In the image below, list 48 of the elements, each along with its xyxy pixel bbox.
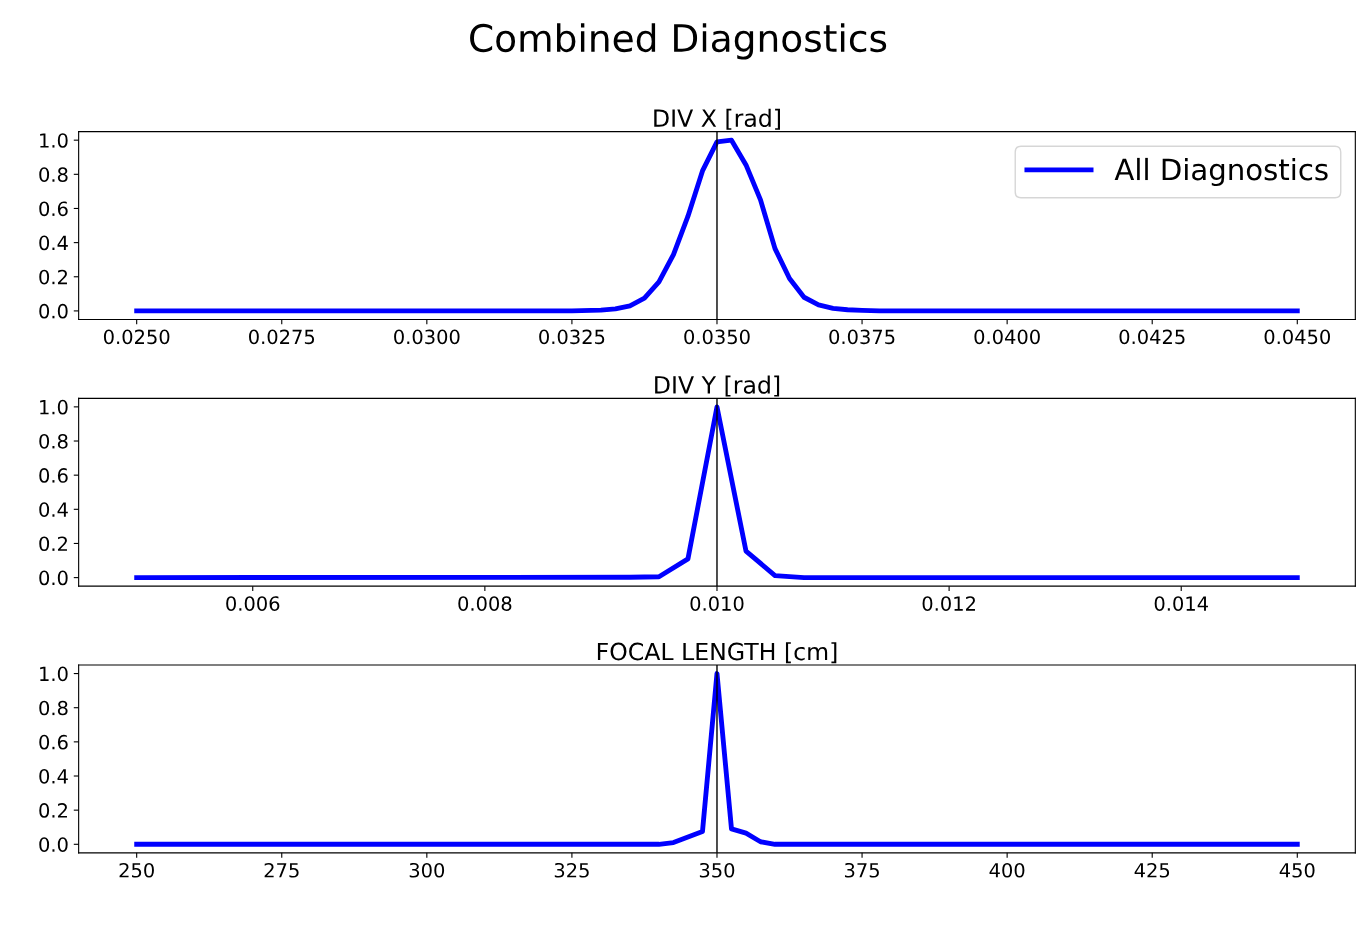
x-tick-label: 0.0275 (249, 329, 315, 345)
x-tick-label: 0.0250 (103, 329, 170, 345)
x-tick-label: 0.012 (922, 596, 975, 611)
y-tick-label: 0.6 (39, 468, 68, 483)
y-tick-label: 0.2 (39, 536, 67, 552)
x-tick-label: 0.0375 (829, 329, 895, 345)
x-tick-label: 0.0300 (394, 329, 460, 345)
x-tick-label: 0.006 (226, 596, 280, 611)
y-tick-label: 0.8 (39, 433, 68, 449)
y-tick-label: 0.4 (39, 235, 68, 251)
y-tick-label: 0.4 (39, 768, 68, 784)
y-tick-label: 0.6 (39, 734, 68, 750)
x-tick-label: 0.0350 (684, 329, 750, 345)
y-tick-label: 0.8 (39, 700, 68, 716)
y-tick-label: 0.4 (39, 502, 68, 517)
line-series (134, 404, 1300, 581)
y-tick-label: 0.2 (39, 803, 67, 818)
y-tick-label: 0.6 (39, 201, 68, 217)
y-tick-label: 0.0 (39, 303, 68, 319)
x-tick-label: 325 (554, 862, 589, 878)
y-tick-label: 0.8 (39, 167, 68, 182)
x-tick-label: 375 (844, 862, 879, 878)
chart-title: DIV X [rad] (654, 108, 780, 130)
x-tick-label: 450 (1279, 862, 1315, 878)
chart-title: FOCAL LENGTH [cm] (597, 642, 837, 664)
x-tick-label: 0.008 (458, 596, 512, 611)
legend-label: All Diagnostics (1114, 157, 1328, 187)
y-tick-label: 0.2 (39, 269, 67, 285)
y-tick-label: 1.0 (40, 666, 68, 682)
x-tick-label: 0.010 (690, 596, 744, 611)
line-series (134, 671, 1300, 847)
x-tick-label: 425 (1134, 862, 1170, 878)
x-tick-label: 250 (119, 862, 154, 878)
y-tick-label: 1.0 (40, 399, 68, 415)
y-tick-label: 0.0 (39, 837, 68, 852)
x-tick-label: 350 (699, 862, 735, 878)
x-tick-label: 275 (264, 862, 299, 878)
x-tick-label: 0.014 (1154, 596, 1208, 611)
x-tick-label: 0.0325 (539, 329, 605, 345)
y-tick-label: 1.0 (40, 133, 68, 148)
x-tick-label: 400 (989, 862, 1025, 878)
text: Combined Diagnostics (470, 23, 887, 60)
x-tick-label: 0.0400 (974, 329, 1040, 345)
chart-title: DIV Y [rad] (655, 375, 780, 397)
x-tick-label: 0.0450 (1264, 329, 1331, 345)
x-tick-label: 0.0425 (1119, 329, 1185, 345)
x-tick-label: 300 (409, 862, 445, 878)
y-tick-label: 0.0 (39, 570, 68, 586)
